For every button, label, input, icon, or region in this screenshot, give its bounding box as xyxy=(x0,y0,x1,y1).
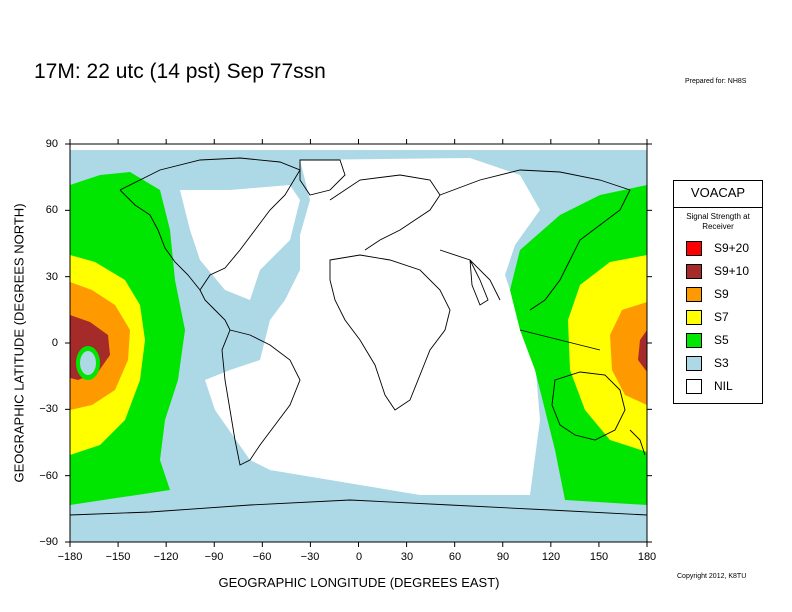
signal-legend: VOACAP Signal Strength at Receiver S9+20… xyxy=(673,180,763,404)
legend-swatch xyxy=(686,287,702,302)
legend-label: NIL xyxy=(714,379,733,393)
x-tick-label: 180 xyxy=(637,551,657,563)
x-tick-label: −30 xyxy=(300,551,320,563)
legend-label: S9 xyxy=(714,287,729,301)
x-tick-label: 90 xyxy=(496,551,510,563)
y-tick-label: 60 xyxy=(45,204,58,216)
s7-region-east xyxy=(568,255,647,452)
nil-region xyxy=(180,158,540,495)
x-tick-label: 30 xyxy=(400,551,414,563)
ring-core-west xyxy=(80,351,96,375)
legend-swatch xyxy=(686,264,702,279)
x-tick-label: −90 xyxy=(204,551,224,563)
x-tick-label: 0 xyxy=(355,551,363,563)
legend-label: S3 xyxy=(714,356,729,370)
x-tick-label: −120 xyxy=(153,551,179,563)
copyright-note: Copyright 2012, K8TU xyxy=(677,573,747,580)
x-axis-label: GEOGRAPHIC LONGITUDE (DEGREES EAST) xyxy=(218,575,500,590)
legend-label: S9+10 xyxy=(714,264,750,278)
legend-subtitle: Signal Strength at Receiver xyxy=(686,212,750,231)
x-tick-label: 60 xyxy=(448,551,462,563)
y-tick-label: 30 xyxy=(45,271,58,283)
legend-swatch xyxy=(686,241,702,256)
s9-region-east xyxy=(610,302,647,405)
x-tick-label: 150 xyxy=(589,551,609,563)
y-tick-label: 90 xyxy=(45,138,58,150)
x-tick-label: −150 xyxy=(105,551,131,563)
legend-swatch xyxy=(686,356,702,371)
y-tick-label: −60 xyxy=(39,470,58,482)
legend-swatch xyxy=(686,310,702,325)
x-tick-label: −60 xyxy=(252,551,272,563)
legend-label: S5 xyxy=(714,333,729,347)
prepared-for-note: Prepared for: NH8S xyxy=(685,78,747,85)
legend-label: S7 xyxy=(714,310,729,324)
legend-label: S9+20 xyxy=(714,241,750,255)
coastlines xyxy=(69,157,648,516)
s9plus10-region-east xyxy=(638,330,647,372)
legend-swatch xyxy=(686,379,702,394)
y-tick-label: −90 xyxy=(39,536,58,548)
x-tick-label: −180 xyxy=(57,551,83,563)
y-tick-label: 0 xyxy=(51,337,58,349)
legend-swatch xyxy=(686,333,702,348)
tick-marks xyxy=(65,139,652,547)
legend-title: VOACAP xyxy=(674,181,762,208)
x-tick-label: 120 xyxy=(541,551,561,563)
map-title: 17M: 22 utc (14 pst) Sep 77ssn xyxy=(34,60,326,83)
y-tick-label: −30 xyxy=(39,403,58,415)
